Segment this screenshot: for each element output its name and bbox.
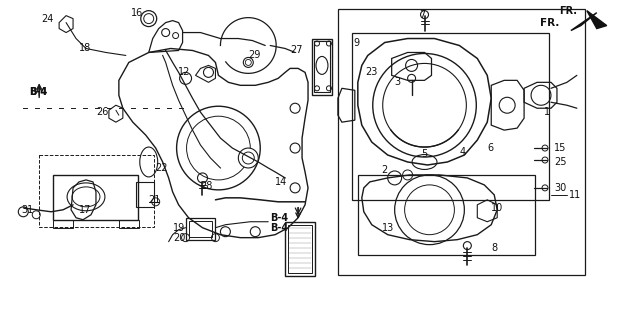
- Text: 5: 5: [422, 149, 427, 159]
- Bar: [185, 218, 215, 240]
- Circle shape: [239, 148, 258, 168]
- Bar: [358, 175, 535, 255]
- Bar: [53, 220, 73, 228]
- Bar: [39, 155, 154, 227]
- Bar: [136, 182, 154, 207]
- Bar: [338, 9, 585, 276]
- Bar: [314, 41, 330, 92]
- Text: 3: 3: [394, 77, 401, 87]
- Text: 28: 28: [201, 181, 213, 191]
- Text: 4: 4: [460, 147, 465, 157]
- Text: B-4: B-4: [270, 223, 288, 233]
- Bar: [288, 225, 312, 273]
- Text: 29: 29: [248, 51, 261, 60]
- Text: FR.: FR.: [559, 6, 577, 16]
- Text: 17: 17: [79, 205, 91, 215]
- Bar: [285, 222, 315, 276]
- Text: 24: 24: [41, 14, 53, 24]
- Text: 12: 12: [178, 68, 191, 77]
- Text: 25: 25: [554, 157, 567, 167]
- Text: 27: 27: [290, 45, 303, 55]
- Text: 10: 10: [491, 203, 503, 213]
- Text: 20: 20: [173, 233, 185, 243]
- Text: 2: 2: [382, 165, 387, 175]
- Text: 19: 19: [173, 223, 185, 233]
- Text: 14: 14: [275, 177, 287, 187]
- Bar: [119, 220, 139, 228]
- Text: 13: 13: [382, 223, 394, 233]
- Text: 26: 26: [96, 107, 109, 117]
- Text: 1: 1: [544, 107, 550, 117]
- Text: 31: 31: [22, 205, 34, 215]
- Polygon shape: [571, 13, 597, 31]
- Text: 6: 6: [487, 143, 493, 153]
- Text: 23: 23: [365, 68, 378, 77]
- Polygon shape: [587, 11, 607, 28]
- Text: 8: 8: [491, 243, 498, 252]
- Text: 22: 22: [156, 163, 168, 173]
- Text: 30: 30: [554, 183, 566, 193]
- Text: B-4: B-4: [270, 213, 288, 223]
- Text: B-4: B-4: [29, 87, 47, 97]
- Text: 7: 7: [420, 10, 426, 20]
- Bar: [53, 175, 138, 220]
- Text: 18: 18: [78, 44, 91, 53]
- Text: 16: 16: [131, 8, 143, 18]
- Bar: [189, 221, 213, 237]
- Text: 11: 11: [569, 190, 581, 200]
- Text: B-4: B-4: [29, 87, 47, 97]
- Text: 21: 21: [149, 195, 161, 205]
- Bar: [352, 33, 549, 200]
- Text: FR.: FR.: [539, 18, 559, 28]
- Text: 9: 9: [354, 37, 360, 47]
- Text: 15: 15: [554, 143, 567, 153]
